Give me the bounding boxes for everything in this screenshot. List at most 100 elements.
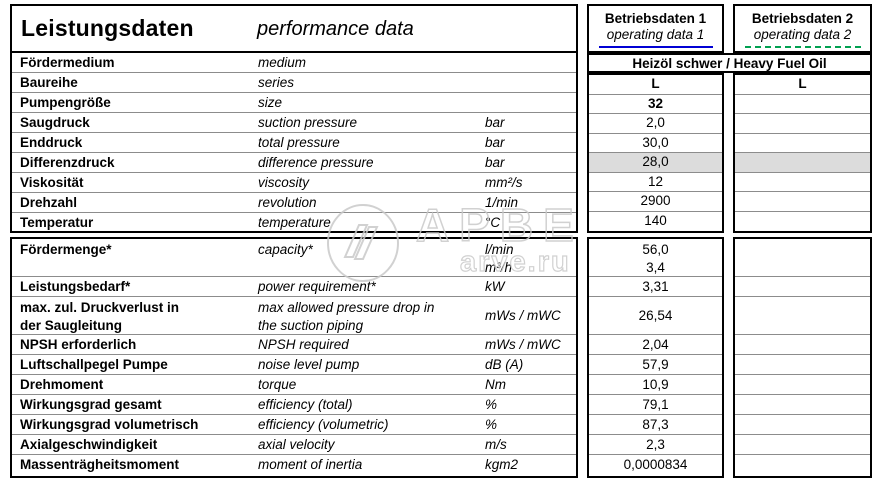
cell-line: revolution [258, 194, 317, 210]
cell-line: difference pressure [258, 154, 374, 170]
cell-line: mm²/s [485, 174, 523, 190]
cell-line: power requirement* [258, 278, 376, 294]
table-row: Drehzahl revolution 1/min [12, 193, 576, 213]
operating-data-2-header-content: Betriebsdaten 2 operating data 2 [735, 6, 870, 51]
upper-label-rows: Fördermedium medium Baureihe series Pumpengr… [12, 53, 576, 231]
unit-cell: bar [485, 153, 576, 172]
label-de: Axialgeschwindigkeit [12, 435, 258, 454]
label-en: difference pressure [258, 153, 485, 172]
table-row: Leistungsbedarf* power requirement* kW [12, 277, 576, 297]
value-cell: 2,3 [589, 435, 722, 455]
label-de: Enddruck [12, 133, 258, 152]
unit-cell: % [485, 395, 576, 414]
value-cell: 10,9 [589, 375, 722, 395]
cell-line: dB (A) [485, 356, 524, 372]
table-title-row: Leistungsdaten performance data [12, 6, 576, 53]
label-en: series [258, 73, 485, 92]
operating-data-1-title: Betriebsdaten 1 [604, 10, 707, 26]
cell-line: efficiency (volumetric) [258, 416, 389, 432]
label-de: Pumpengröße [12, 93, 258, 112]
cell-line: viscosity [258, 174, 310, 190]
table-row: Baureihe series [12, 73, 576, 93]
lower-label-rows: Fördermenge* capacity* l/min m³/h Leistungsb… [12, 239, 576, 475]
value-line: 140 [644, 213, 667, 229]
operating-data-1-lower-values: 56,0 3,4 3,31 26,54 2,04 57,9 10,9 79,1 87,3 2,3 0… [587, 237, 724, 478]
table-row: Pumpengröße size [12, 93, 576, 113]
cell-line: 1/min [485, 194, 519, 210]
label-de: Drehmoment [12, 375, 258, 394]
cell-line: max allowed pressure drop in [258, 300, 435, 315]
table-row: Viskosität viscosity mm²/s [12, 173, 576, 193]
label-en: NPSH required [258, 335, 485, 354]
operating-data-1-header: Betriebsdaten 1 operating data 1 [587, 4, 724, 53]
cell-line: NPSH erforderlich [20, 336, 137, 352]
cell-line: kgm2 [485, 457, 519, 472]
table-row: Saugdruck suction pressure bar [12, 113, 576, 133]
operating-data-2-lower-values [733, 237, 872, 478]
cell-line: Leistungsbedarf* [20, 278, 131, 294]
cell-line: Enddruck [20, 134, 83, 150]
value-cell: 2,04 [589, 335, 722, 355]
label-de: Viskosität [12, 173, 258, 192]
cell-line: mWs / mWC [485, 336, 561, 352]
value-cell: 2,0 [589, 114, 722, 134]
value-cell [735, 134, 870, 153]
value-line: 79,1 [642, 396, 669, 412]
table-row: Fördermenge* capacity* l/min m³/h [12, 239, 576, 277]
cell-line: bar [485, 134, 505, 150]
value-cell: 2900 [589, 192, 722, 212]
value-cell: 32 [589, 95, 722, 114]
cell-line: Saugdruck [20, 114, 90, 130]
label-en: revolution [258, 193, 485, 212]
table-row: Enddruck total pressure bar [12, 133, 576, 153]
cell-line: max. zul. Druckverlust in [20, 300, 180, 315]
cell-line: size [258, 94, 283, 110]
cell-line: Fördermenge* [20, 242, 112, 257]
unit-cell: bar [485, 113, 576, 132]
label-de: Saugdruck [12, 113, 258, 132]
label-de: Drehzahl [12, 193, 258, 212]
label-de: NPSH erforderlich [12, 335, 258, 354]
cell-line: °C [485, 215, 501, 230]
value-cell: 87,3 [589, 415, 722, 435]
table-row: NPSH erforderlich NPSH required mWs / mWC [12, 335, 576, 355]
cell-line: mWs / mWC [485, 307, 561, 323]
cell-line: Pumpengröße [20, 94, 111, 110]
label-en: temperature [258, 213, 485, 231]
cell-line: kW [485, 278, 505, 294]
value-line: 2,04 [642, 336, 669, 352]
cell-line: total pressure [258, 134, 340, 150]
value-line: 56,0 [642, 242, 669, 257]
unit-cell: mWs / mWC [485, 335, 576, 354]
table-row: Luftschallpegel Pumpe noise level pump dB … [12, 355, 576, 375]
label-en: suction pressure [258, 113, 485, 132]
operating-data-2-header: Betriebsdaten 2 operating data 2 [733, 4, 872, 53]
value-cell [735, 395, 870, 415]
unit-cell: 1/min [485, 193, 576, 212]
label-de: Baureihe [12, 73, 258, 92]
table-row: Differenzdruck difference pressure bar [12, 153, 576, 173]
operating-data-2-underline [744, 45, 861, 48]
label-de: Wirkungsgrad gesamt [12, 395, 258, 414]
unit-cell: bar [485, 133, 576, 152]
table-row: Wirkungsgrad gesamt efficiency (total)% [12, 395, 576, 415]
value-line: 2,3 [646, 436, 665, 452]
unit-cell: l/min m³/h [485, 239, 576, 276]
value-line: 12 [647, 173, 664, 189]
unit-cell: m/s [485, 435, 576, 454]
value-cell [735, 153, 870, 173]
value-cell: 0,0000834 [589, 455, 722, 475]
label-de: Luftschallpegel Pumpe [12, 355, 258, 374]
value-cell: 28,0 [589, 153, 722, 173]
operating-data-2-title: Betriebsdaten 2 [751, 10, 854, 26]
value-cell: 30,0 [589, 134, 722, 153]
label-de: Leistungsbedarf* [12, 277, 258, 296]
unit-cell: dB (A) [485, 355, 576, 374]
value-cell: L [589, 75, 722, 95]
table-row: Temperatur temperature °C [12, 213, 576, 231]
value-cell: 56,0 3,4 [589, 239, 722, 277]
main-table-upper-section: Leistungsdaten performance data Förderme… [10, 4, 578, 233]
value-line: 57,9 [642, 356, 669, 372]
table-row: Fördermedium medium [12, 53, 576, 73]
